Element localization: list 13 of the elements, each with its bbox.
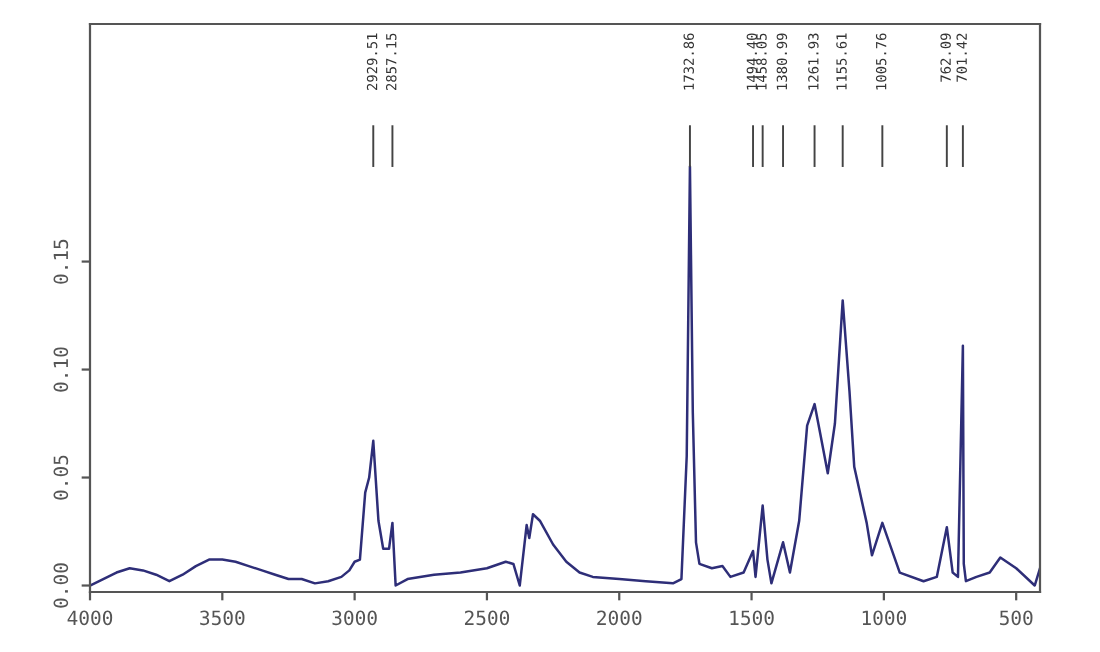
x-tick-label: 1000 (862, 610, 907, 626)
line-series (90, 165, 1040, 587)
x-tick-label: 2000 (597, 610, 642, 626)
x-tick-label: 3500 (200, 610, 245, 626)
y-tick-label: 0.10 (53, 347, 69, 392)
y-tick-label: 0.15 (53, 239, 69, 284)
y-tick-label: 0.05 (53, 455, 69, 500)
x-tick-label: 3000 (332, 610, 377, 626)
x-tick-label: 500 (999, 610, 1033, 626)
y-tick-label: 0.00 (53, 563, 69, 608)
x-tick-label: 4000 (67, 610, 113, 626)
x-tick-label: 2500 (464, 610, 510, 626)
x-tick-label: 1500 (730, 610, 774, 626)
